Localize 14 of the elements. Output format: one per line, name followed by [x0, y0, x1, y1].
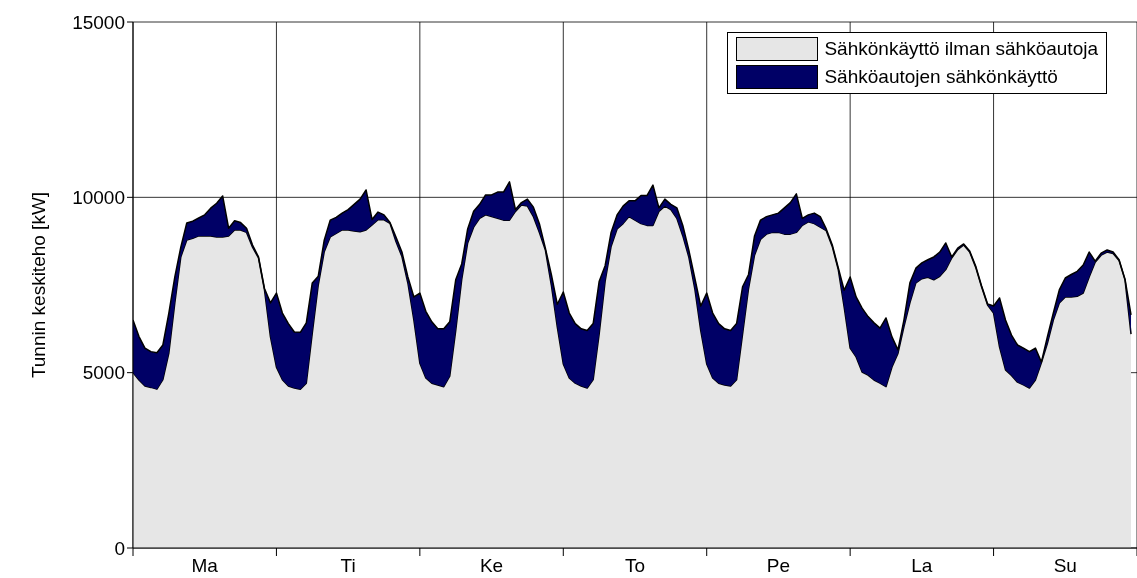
x-tick-label: Ke [479, 555, 504, 576]
y-tick-label: 10000 [72, 187, 125, 209]
x-tick-label: Ma [191, 555, 219, 576]
y-tick-label: 5000 [82, 362, 125, 384]
x-tick-label: Su [1053, 555, 1077, 576]
x-tick-label: Pe [766, 555, 791, 576]
y-tick-label: 15000 [72, 11, 125, 33]
x-tick-label: La [911, 555, 933, 576]
legend-label: Sähköautojen sähkönkäyttö [824, 66, 1058, 88]
legend-label: Sähkönkäyttö ilman sähköautoja [824, 38, 1098, 60]
y-axis-title: Tunnin keskiteho [kW] [27, 191, 49, 379]
y-tick-label: 0 [114, 537, 125, 559]
x-tick-label: Ti [340, 555, 356, 576]
x-tick-label: To [624, 555, 646, 576]
